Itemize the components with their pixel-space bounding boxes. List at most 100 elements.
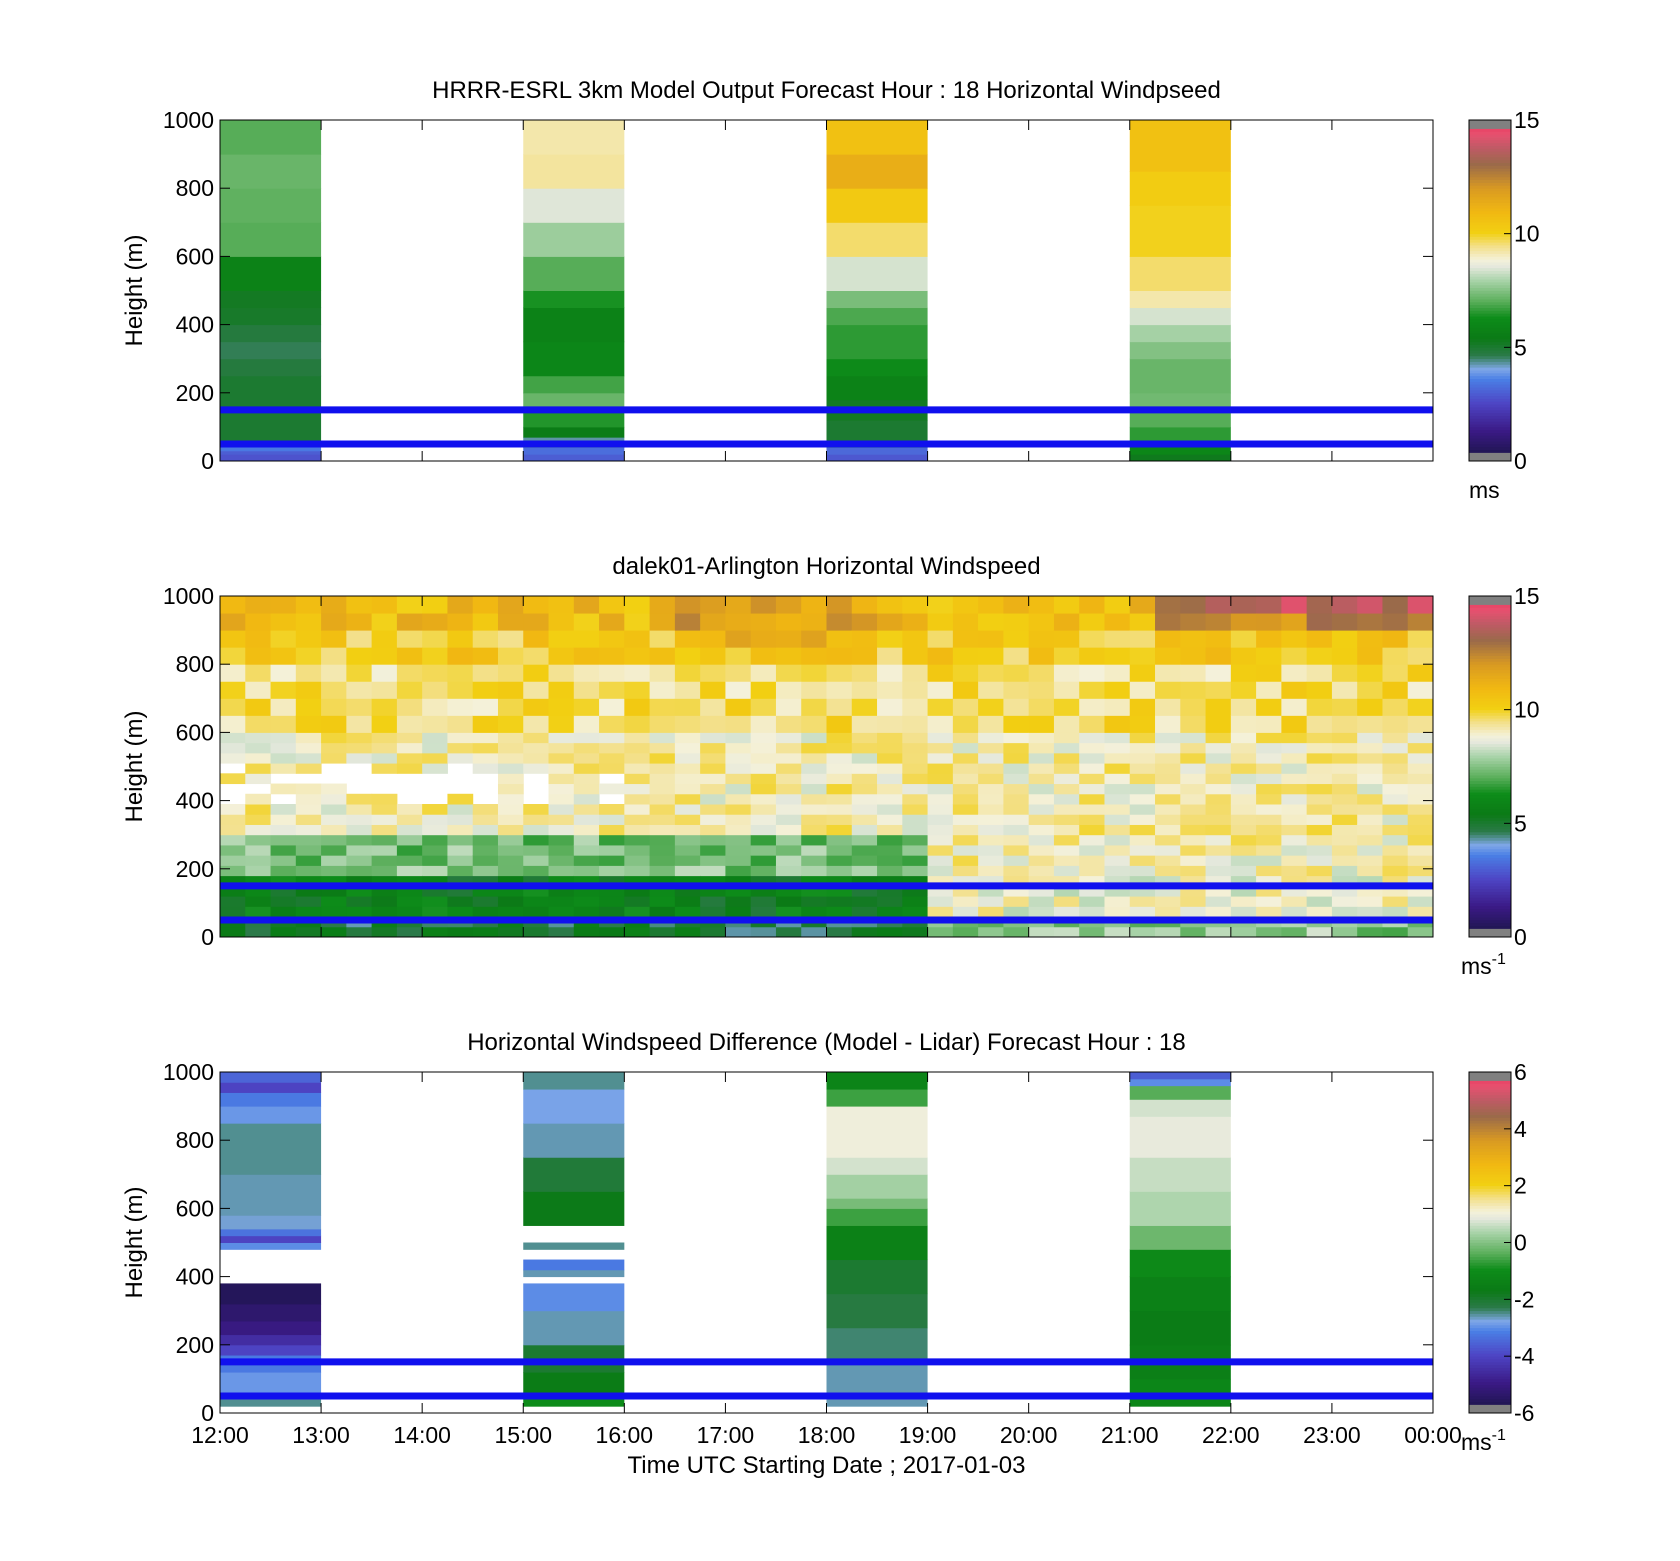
heatmap-cell: [599, 715, 625, 733]
heatmap-cell: [472, 763, 499, 774]
heatmap-cell: [346, 824, 373, 836]
heatmap-cell: [321, 926, 347, 938]
colorbar-band: [1469, 1123, 1511, 1127]
heatmap-cell: [700, 896, 726, 907]
colorbar-band: [1469, 452, 1511, 456]
heatmap-cell: [1256, 824, 1282, 836]
heatmap-cell: [1407, 804, 1434, 815]
heatmap-cell: [952, 630, 979, 648]
heatmap-cell: [523, 613, 550, 631]
colorbar-band: [1469, 846, 1511, 850]
heatmap-cell: [801, 742, 827, 754]
heatmap-cell: [497, 596, 524, 614]
colorbar-band: [1469, 1361, 1511, 1366]
heatmap-cell: [1382, 804, 1409, 815]
heatmap-cell: [1256, 752, 1282, 764]
colorbar-band: [1469, 1154, 1511, 1158]
heatmap-cell: [649, 896, 676, 907]
heatmap-cell: [1256, 834, 1282, 846]
heatmap-cell: [1281, 906, 1308, 918]
heatmap-cell: [1281, 732, 1308, 744]
heatmap-cell: [220, 1123, 322, 1175]
heatmap-cell: [1053, 804, 1080, 815]
heatmap-cell: [573, 885, 600, 897]
heatmap-cell: [826, 732, 853, 744]
heatmap-cell: [1306, 613, 1333, 631]
colorbar-band: [1469, 421, 1511, 425]
heatmap-cell: [952, 715, 979, 733]
y-tick-label: 0: [201, 448, 214, 474]
heatmap-cell: [1104, 906, 1131, 918]
heatmap-cell: [1382, 613, 1409, 631]
heatmap-cell: [497, 865, 524, 877]
heatmap-cell: [1003, 613, 1030, 631]
heatmap-cell: [700, 773, 726, 785]
heatmap-cell: [978, 732, 1004, 744]
heatmap-cell: [1079, 773, 1105, 785]
heatmap-cell: [220, 450, 322, 455]
heatmap-cell: [952, 793, 979, 805]
heatmap-cell: [1079, 865, 1105, 877]
colorbar-band: [1469, 871, 1511, 875]
heatmap-cell: [1053, 613, 1080, 631]
heatmap-cell: [1331, 752, 1358, 764]
heatmap-cell: [548, 715, 575, 733]
heatmap-cell: [599, 896, 625, 907]
colorbar-band: [1469, 347, 1511, 351]
colorbar-band: [1469, 780, 1511, 784]
heatmap-cell: [346, 885, 373, 897]
heatmap-cell: [1281, 763, 1308, 774]
heatmap-cell: [750, 763, 777, 774]
colorbar-band: [1469, 888, 1511, 892]
heatmap-cell: [674, 732, 701, 744]
colorbar-band: [1469, 1157, 1511, 1161]
heatmap-cell: [649, 732, 676, 744]
colorbar-band: [1469, 321, 1511, 325]
heatmap-cell: [422, 834, 448, 846]
heatmap-cell: [978, 783, 1004, 795]
heatmap-cell: [750, 875, 777, 887]
heatmap-cell: [700, 824, 726, 836]
heatmap-cell: [422, 613, 448, 631]
heatmap-cell: [548, 596, 575, 614]
panel-title: HRRR-ESRL 3km Model Output Forecast Hour…: [432, 77, 1221, 104]
colorbar-band: [1469, 632, 1511, 637]
colorbar-band: [1469, 857, 1511, 861]
heatmap-cell: [877, 647, 903, 665]
colorbar-band: [1469, 287, 1511, 291]
colorbar-tick-label: 5: [1514, 810, 1527, 836]
colorbar-band: [1469, 1307, 1511, 1312]
heatmap-cell: [1357, 630, 1383, 648]
heatmap-cell: [497, 664, 524, 682]
heatmap-cell: [220, 1082, 322, 1093]
heatmap-cell: [245, 773, 272, 785]
heatmap-cell: [775, 732, 802, 744]
x-tick-label: 16:00: [596, 1422, 654, 1448]
y-tick-label: 1000: [163, 1059, 214, 1085]
heatmap-cell: [270, 681, 297, 699]
heatmap-cell: [1205, 804, 1232, 815]
heatmap-cell: [523, 844, 550, 856]
heatmap-cell: [902, 875, 929, 887]
heatmap-cell: [1281, 613, 1308, 631]
heatmap-cell: [700, 664, 726, 682]
heatmap-cell: [346, 844, 373, 856]
colorbar-tick-label: 10: [1514, 697, 1540, 723]
heatmap-cell: [826, 834, 853, 846]
heatmap-cell: [851, 824, 878, 836]
heatmap-cell: [1028, 596, 1055, 614]
heatmap-cell: [422, 824, 448, 836]
heatmap-cell: [573, 824, 600, 836]
heatmap-cell: [927, 773, 954, 785]
heatmap-cell: [624, 906, 651, 918]
colorbar-band: [1469, 242, 1511, 246]
heatmap-cell: [1256, 681, 1282, 699]
colorbar-band: [1469, 1376, 1511, 1380]
heatmap-cell: [1306, 875, 1333, 887]
heatmap-cell: [801, 630, 827, 648]
heatmap-cell: [447, 804, 474, 815]
heatmap-cell: [1129, 409, 1231, 428]
heatmap-cell: [270, 885, 297, 897]
heatmap-cell: [371, 698, 398, 716]
colorbar-band: [1469, 162, 1511, 166]
